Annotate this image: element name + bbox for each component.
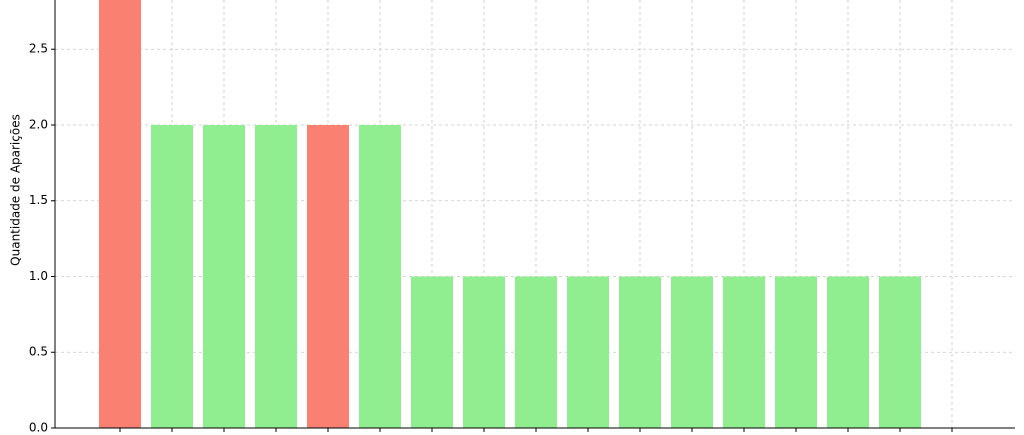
- bar: [879, 276, 921, 428]
- bar: [515, 276, 557, 428]
- bar: [307, 124, 349, 428]
- bar: [827, 276, 869, 428]
- y-tick-label: 1.0: [29, 269, 48, 283]
- y-tick-label: 2.0: [29, 117, 48, 131]
- bar: [411, 276, 453, 428]
- bar: [255, 124, 297, 428]
- bar: [775, 276, 817, 428]
- bar: [151, 124, 193, 428]
- bar: [671, 276, 713, 428]
- y-tick-label: 2.5: [29, 42, 48, 56]
- y-axis-label: Quantidade de Aparições: [9, 114, 23, 266]
- y-tick-label: 0.0: [29, 421, 48, 435]
- bar: [619, 276, 661, 428]
- bar: [359, 124, 401, 428]
- y-tick-label: 1.5: [29, 193, 48, 207]
- bar: [463, 276, 505, 428]
- bar: [723, 276, 765, 428]
- bar: [567, 276, 609, 428]
- bar: [99, 0, 141, 428]
- bar: [203, 124, 245, 428]
- y-tick-label: 0.5: [29, 345, 48, 359]
